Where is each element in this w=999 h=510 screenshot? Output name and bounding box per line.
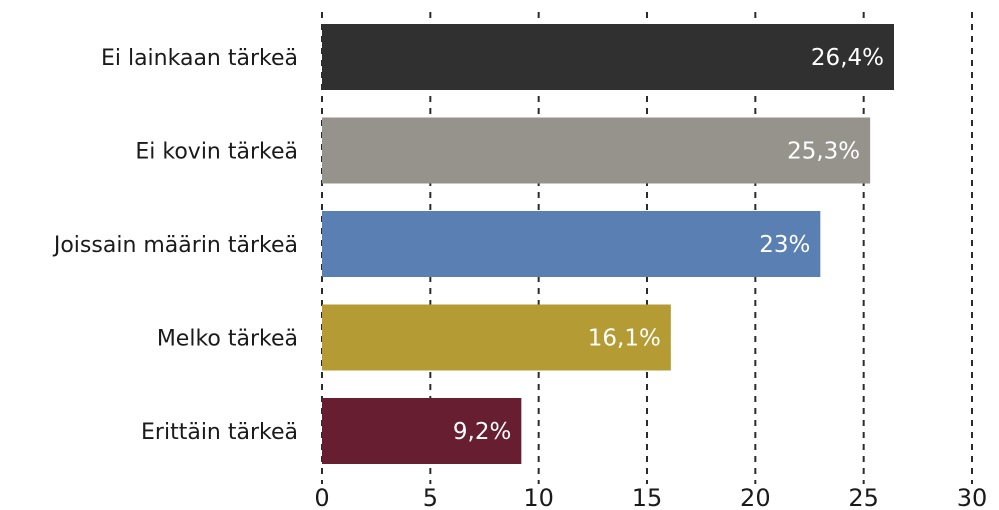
bar-value-label-1: 26,4% bbox=[811, 45, 884, 71]
bar-3 bbox=[322, 211, 820, 277]
x-tick-label-20: 20 bbox=[740, 484, 771, 510]
bar-value-label-2: 25,3% bbox=[787, 139, 860, 165]
x-tick-label-15: 15 bbox=[632, 484, 663, 510]
x-tick-label-5: 5 bbox=[423, 484, 438, 510]
x-axis-ticks: 0 5 10 15 20 25 30 bbox=[314, 484, 987, 510]
x-tick-label-0: 0 bbox=[314, 484, 329, 510]
bar-1 bbox=[322, 24, 894, 90]
bar-value-label-3: 23% bbox=[759, 232, 810, 258]
bar-value-label-5: 9,2% bbox=[453, 419, 511, 445]
category-label-4: Melko tärkeä bbox=[157, 327, 298, 352]
category-label-3: Joissain määrin tärkeä bbox=[52, 233, 298, 258]
category-label-1: Ei lainkaan tärkeä bbox=[101, 46, 298, 71]
category-label-2: Ei kovin tärkeä bbox=[135, 140, 298, 165]
bar-value-label-4: 16,1% bbox=[588, 326, 661, 352]
x-tick-label-10: 10 bbox=[523, 484, 554, 510]
category-labels: Ei lainkaan tärkeä Ei kovin tärkeä Joissai… bbox=[52, 46, 298, 445]
bars: 26,4% 25,3% 23% 16,1% 9,2% bbox=[322, 24, 894, 464]
category-label-5: Erittäin tärkeä bbox=[141, 420, 298, 445]
x-tick-label-30: 30 bbox=[957, 484, 988, 510]
x-tick-label-25: 25 bbox=[848, 484, 879, 510]
